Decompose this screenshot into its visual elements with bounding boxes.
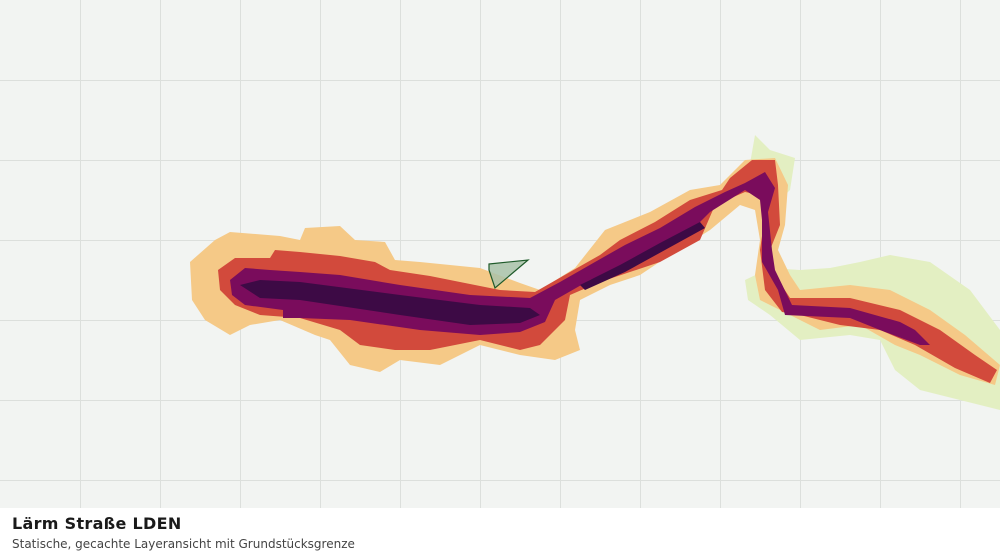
noise-band-extreme xyxy=(240,222,705,325)
map-view xyxy=(0,0,1000,508)
map-title: Lärm Straße LDEN xyxy=(12,514,182,533)
parcel-boundary[interactable] xyxy=(488,259,530,290)
map-subtitle: Statische, gecachte Layeransicht mit Gru… xyxy=(12,537,355,551)
noise-layer xyxy=(190,135,1000,410)
map-background xyxy=(0,0,1000,508)
caption-panel: Lärm Straße LDEN Statische, gecachte Lay… xyxy=(0,508,1000,560)
tile-grid xyxy=(0,0,1000,508)
